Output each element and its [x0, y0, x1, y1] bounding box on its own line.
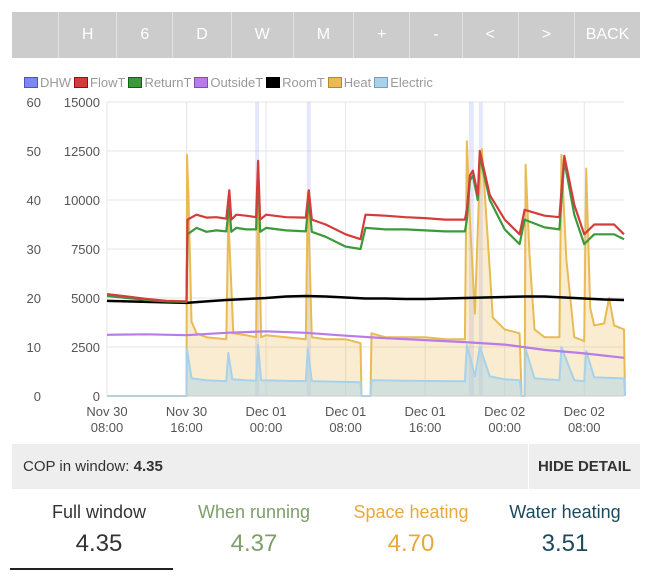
stat-value: 4.35: [75, 530, 123, 557]
x-tick-label: Dec 02 00:00: [484, 404, 525, 435]
axes: 0 10 20 30 40 50 60 0 2500 5000 7500 10000 12500 1500…: [27, 95, 624, 435]
day-button[interactable]: D: [172, 12, 230, 58]
back-button[interactable]: BACK: [574, 12, 640, 58]
grid: [106, 101, 624, 397]
series-heat-area: [107, 141, 625, 396]
stat-value: 4.70: [387, 530, 435, 557]
y-left-tick-label: 50: [27, 144, 41, 159]
y-left-tick-label: 30: [27, 242, 41, 257]
y-right-tick-label: 12500: [64, 144, 100, 159]
x-tick-label: Dec 02 08:00: [564, 404, 605, 435]
hide-detail-button[interactable]: HIDE DETAIL: [528, 444, 640, 489]
y-right-tick-label: 7500: [71, 242, 100, 257]
legend-item-heat[interactable]: Heat: [327, 74, 372, 90]
legend-label: DHW: [40, 74, 72, 90]
y-left-tick-label: 40: [27, 193, 41, 208]
legend-item-electric[interactable]: Electric: [374, 75, 433, 90]
hour-button[interactable]: H: [57, 12, 116, 58]
cop-label: COP in window:: [23, 458, 130, 475]
pan-left-button[interactable]: <: [461, 12, 518, 58]
stat-value: 4.37: [230, 530, 278, 557]
series-roomt-line: [106, 294, 625, 305]
series-flowt-line: [106, 149, 625, 303]
series-electric-line: [107, 344, 626, 397]
chart-legend: DHW FlowT ReturnT OutsideT RoomT Heat Electric: [24, 74, 436, 90]
x-tick-label: Dec 01 00:00: [245, 404, 286, 435]
time-range-toolbar: H 6 D W M + - < > BACK: [12, 12, 640, 58]
series-returnt-line: [106, 154, 625, 303]
toolbar-blank-button[interactable]: [12, 12, 58, 58]
y-right-tick-label: 0: [93, 389, 100, 404]
stat-label: When running: [197, 502, 311, 522]
legend-swatch: [128, 76, 143, 88]
selected-stat-underline: [10, 568, 173, 570]
legend-swatch: [24, 76, 38, 88]
y-right-tick-label: 15000: [64, 95, 100, 110]
week-button[interactable]: W: [230, 12, 293, 58]
legend-label: Electric: [390, 74, 433, 90]
legend-label: ReturnT: [144, 74, 192, 90]
legend-swatch: [327, 76, 342, 88]
series-electric-area: [107, 345, 625, 396]
cop-value: 4.35: [133, 458, 163, 475]
legend-label: Heat: [343, 74, 372, 90]
legend-item-outsidet[interactable]: OutsideT: [194, 75, 263, 90]
legend-label: OutsideT: [210, 74, 264, 90]
zoom-in-button[interactable]: +: [353, 12, 409, 58]
legend-swatch: [74, 76, 89, 88]
y-left-tick-label: 20: [27, 291, 41, 306]
six-hour-button[interactable]: 6: [116, 12, 172, 58]
y-left-tick-label: 0: [34, 389, 41, 404]
series-outsidet-line: [106, 330, 625, 359]
legend-swatch: [374, 76, 389, 88]
stat-value: 3.51: [541, 530, 589, 557]
series-layer: [106, 140, 626, 397]
legend-item-dhw[interactable]: DHW: [24, 75, 71, 90]
stat-label: Full window: [51, 502, 147, 522]
legend-item-returnt[interactable]: ReturnT: [128, 75, 191, 90]
legend-item-roomt[interactable]: RoomT: [266, 75, 325, 90]
y-right-tick-label: 2500: [71, 340, 100, 355]
cop-stats: Full window 4.35 When running 4.37 Space…: [12, 492, 640, 578]
month-button[interactable]: M: [292, 12, 353, 58]
cop-in-window: COP in window: 4.35: [23, 458, 163, 475]
y-right-tick-label: 5000: [71, 291, 100, 306]
legend-label: FlowT: [90, 74, 126, 90]
x-tick-label: Dec 01 08:00: [325, 404, 366, 435]
x-tick-label: Nov 30 16:00: [166, 404, 207, 435]
y-right-tick-label: 10000: [64, 193, 100, 208]
zoom-out-button[interactable]: -: [409, 12, 461, 58]
legend-swatch: [194, 76, 209, 88]
x-tick-label: Nov 30 08:00: [86, 404, 127, 435]
cop-status-bar: COP in window: 4.35 HIDE DETAIL: [12, 444, 640, 489]
stat-label: Space heating: [353, 502, 469, 522]
dhw-band: [478, 102, 483, 396]
legend-label: RoomT: [282, 74, 325, 90]
y-left-tick-label: 60: [27, 95, 41, 110]
y-left-tick-label: 10: [27, 340, 41, 355]
stat-label: Water heating: [509, 502, 621, 522]
legend-item-flowt[interactable]: FlowT: [74, 75, 125, 90]
legend-swatch: [266, 76, 281, 88]
pan-right-button[interactable]: >: [517, 12, 574, 58]
power-temperature-chart: 0 10 20 30 40 50 60 0 2500 5000 7500 10000 12500 1500…: [27, 95, 626, 435]
x-tick-label: Dec 01 16:00: [405, 404, 446, 435]
